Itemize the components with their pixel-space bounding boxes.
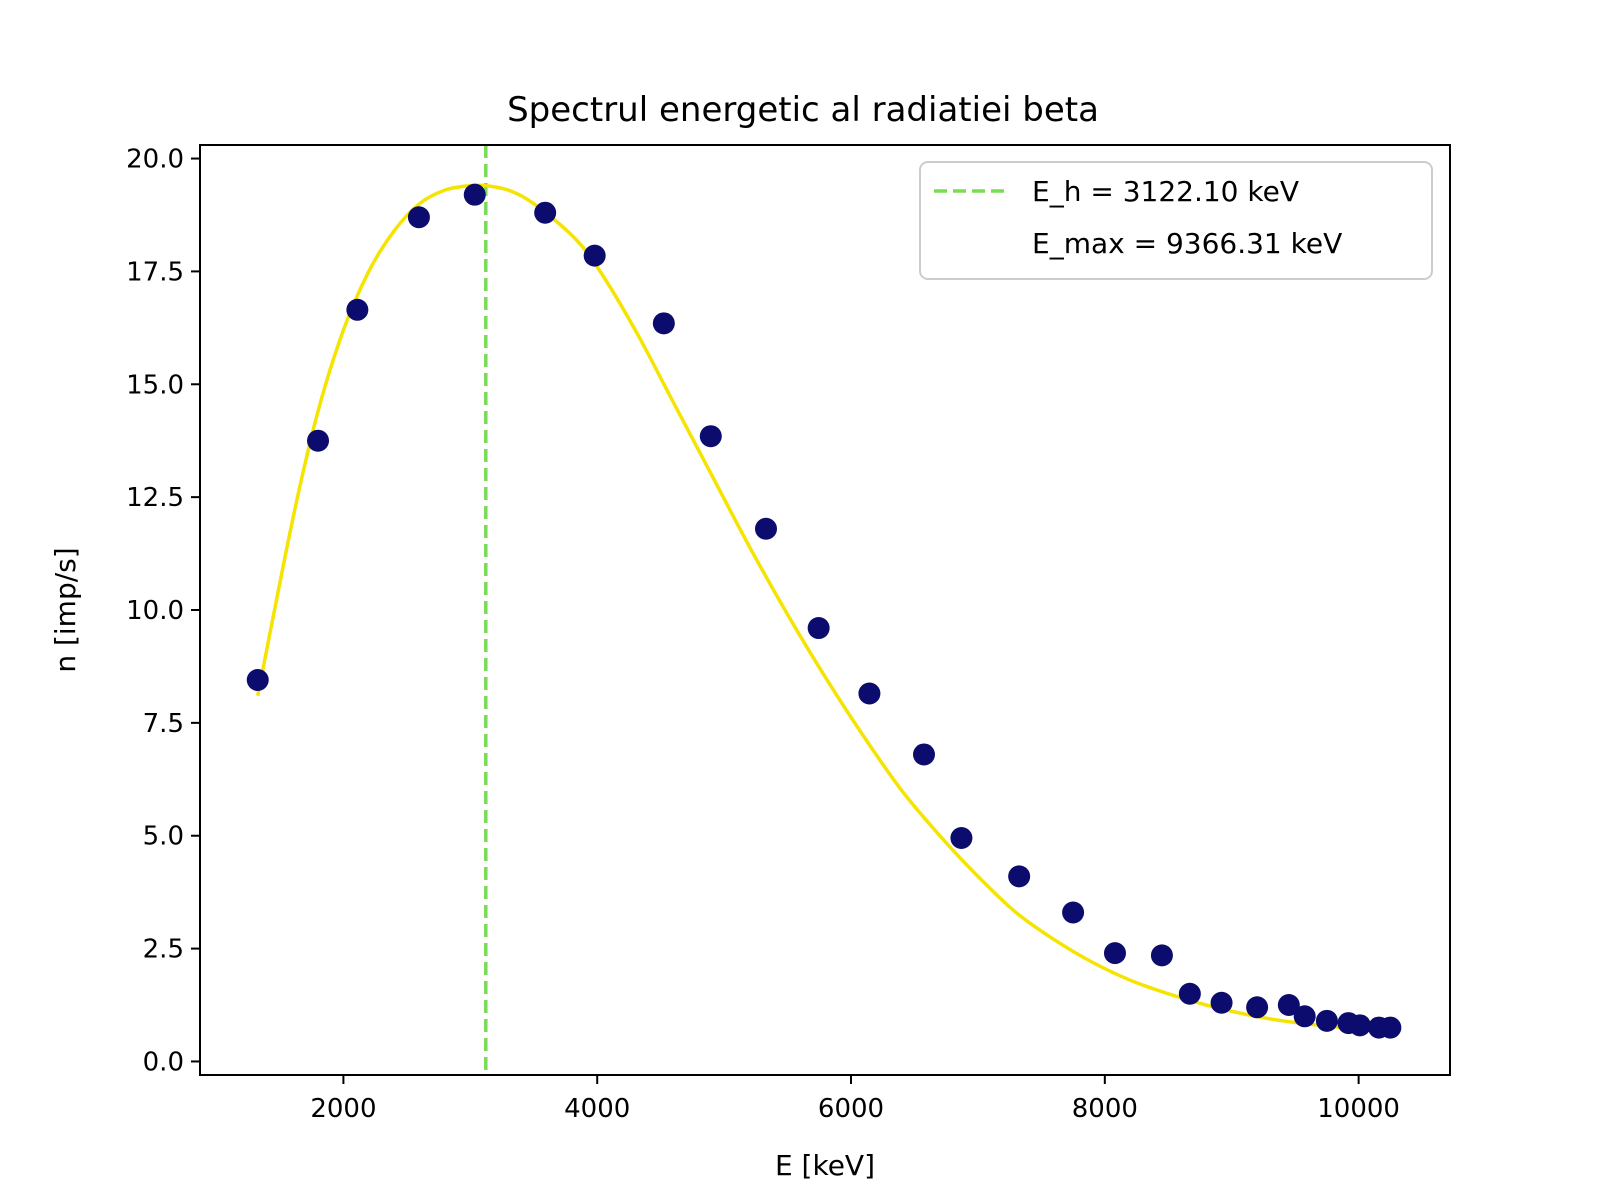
data-point bbox=[699, 425, 722, 448]
y-tick-label: 0.0 bbox=[143, 1047, 184, 1077]
y-tick-label: 5.0 bbox=[143, 822, 184, 852]
data-point bbox=[950, 826, 973, 849]
fit-curve bbox=[256, 183, 1391, 1033]
data-point bbox=[858, 682, 881, 705]
data-point bbox=[1062, 901, 1085, 924]
data-point bbox=[1210, 991, 1233, 1014]
data-point bbox=[1008, 865, 1031, 888]
legend-box bbox=[919, 161, 1433, 280]
data-point bbox=[534, 201, 557, 224]
data-point bbox=[1293, 1005, 1316, 1028]
data-point bbox=[246, 668, 269, 691]
y-tick-label: 20.0 bbox=[126, 145, 184, 175]
data-point bbox=[754, 517, 777, 540]
chart-title: Spectrul energetic al radiatiei beta bbox=[507, 90, 1099, 130]
fit-curve-layer bbox=[256, 183, 1391, 1033]
legend: E_h = 3122.10 keV E_max = 9366.31 keV bbox=[919, 161, 1433, 280]
legend-entry-eh: E_h = 3122.10 keV bbox=[1032, 175, 1299, 208]
plot-background bbox=[200, 145, 1450, 1075]
x-tick-label: 6000 bbox=[818, 1094, 884, 1124]
x-tick-label: 4000 bbox=[564, 1094, 630, 1124]
y-tick-label: 15.0 bbox=[126, 370, 184, 400]
x-axis: 2000 4000 6000 8000 10000 bbox=[310, 1075, 1400, 1124]
x-axis-label: E [keV] bbox=[775, 1149, 875, 1182]
y-axis: 0.0 2.5 5.0 7.5 10.0 12.5 15.0 17.5 20.0 bbox=[126, 145, 200, 1077]
x-tick-label: 2000 bbox=[310, 1094, 376, 1124]
data-point bbox=[1178, 982, 1201, 1005]
y-tick-label: 10.0 bbox=[126, 596, 184, 626]
data-point bbox=[1315, 1009, 1338, 1032]
data-point bbox=[407, 206, 430, 229]
data-point bbox=[583, 244, 606, 267]
y-tick-label: 7.5 bbox=[143, 709, 184, 739]
data-point bbox=[307, 429, 330, 452]
data-point bbox=[1379, 1016, 1402, 1039]
data-point bbox=[346, 298, 369, 321]
points-layer bbox=[246, 183, 1402, 1039]
y-axis-label: n [imp/s] bbox=[49, 547, 82, 672]
data-point bbox=[1103, 942, 1126, 965]
y-tick-label: 17.5 bbox=[126, 257, 184, 287]
data-point bbox=[1348, 1014, 1371, 1037]
data-point bbox=[463, 183, 486, 206]
data-point bbox=[1277, 994, 1300, 1017]
x-tick-label: 10000 bbox=[1317, 1094, 1400, 1124]
y-tick-label: 12.5 bbox=[126, 483, 184, 513]
plot-area bbox=[199, 144, 1451, 1076]
data-point bbox=[1150, 944, 1173, 967]
x-tick-label: 8000 bbox=[1072, 1094, 1138, 1124]
legend-entry-emax: E_max = 9366.31 keV bbox=[1032, 227, 1342, 260]
data-point bbox=[807, 617, 830, 640]
data-point bbox=[912, 743, 935, 766]
data-point bbox=[652, 312, 675, 335]
data-point bbox=[1246, 996, 1269, 1019]
y-tick-label: 2.5 bbox=[143, 935, 184, 965]
